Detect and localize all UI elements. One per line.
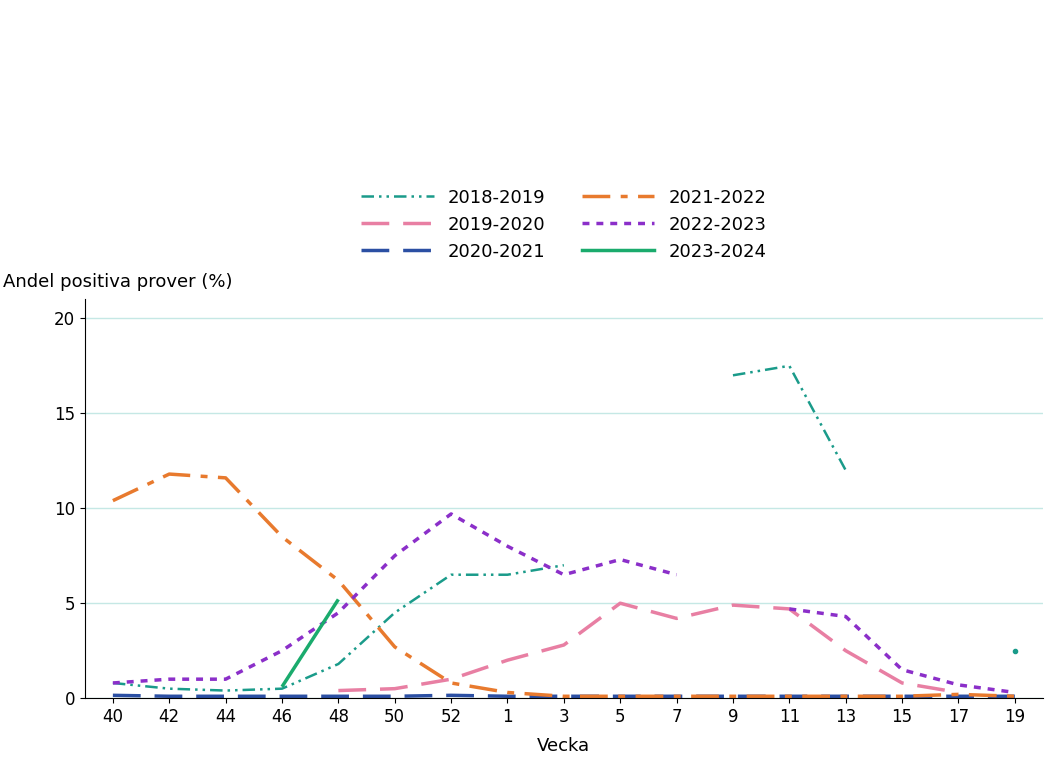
X-axis label: Vecka: Vecka (537, 737, 590, 755)
Text: Andel positiva prover (%): Andel positiva prover (%) (3, 273, 233, 291)
Legend: 2018-2019, 2019-2020, 2020-2021, 2021-2022, 2022-2023, 2023-2024: 2018-2019, 2019-2020, 2020-2021, 2021-20… (362, 189, 766, 261)
